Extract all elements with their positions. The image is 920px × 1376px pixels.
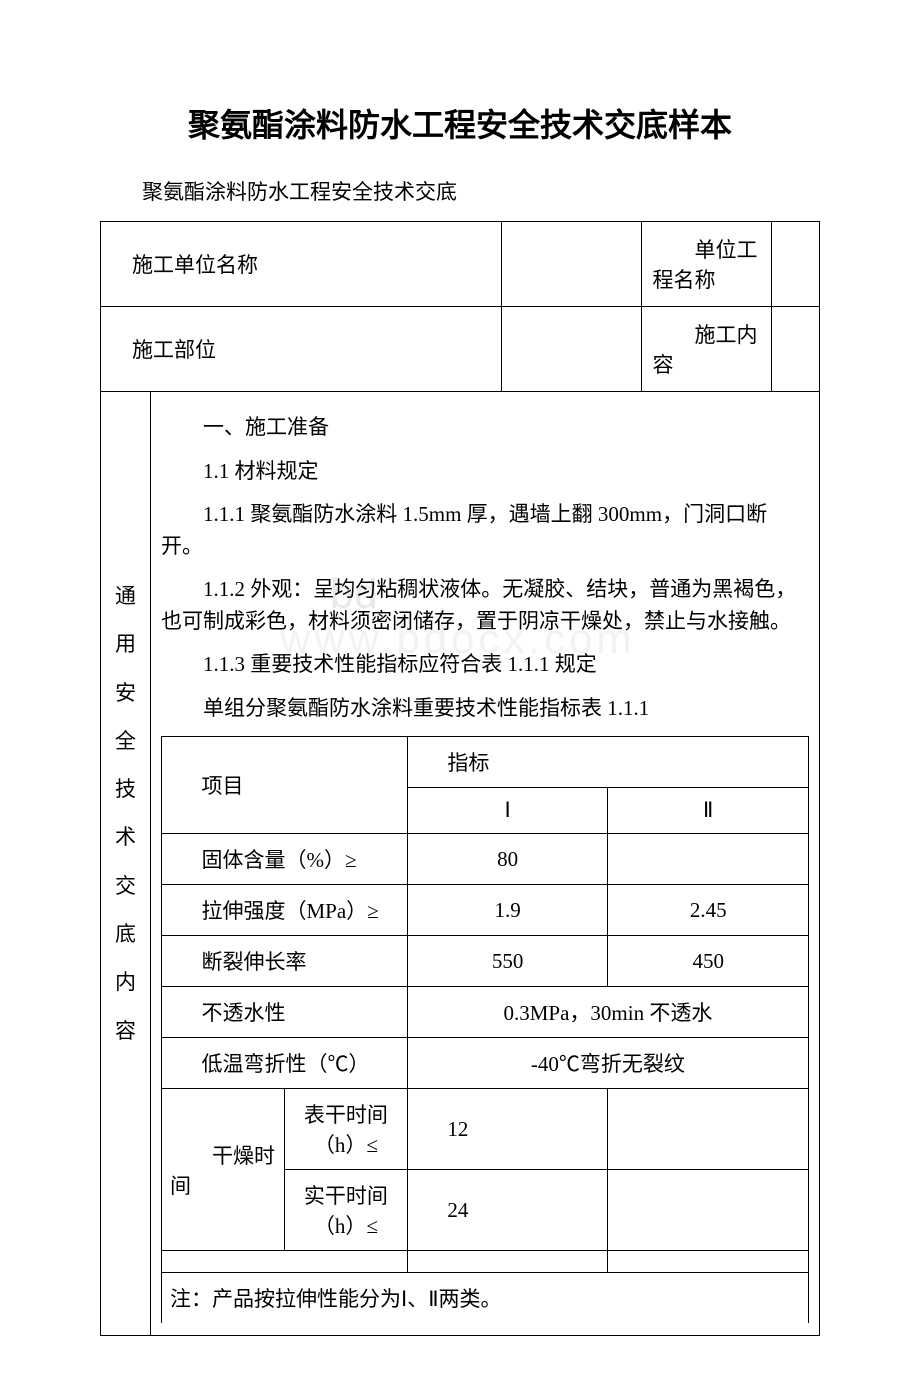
spec-drytime-sub1-empty (608, 1089, 809, 1170)
spec-tensile-label: 拉伸强度（MPa）≥ (162, 885, 408, 936)
spec-table: 项目 指标 Ⅰ Ⅱ 固体含量（%）≥ 80 拉伸强度（MPa）≥ 1.9 2.4… (161, 736, 809, 1323)
document-title: 聚氨酯涂料防水工程安全技术交底样本 (100, 100, 820, 146)
spec-row-lowtemp: 低温弯折性（℃） -40℃弯折无裂纹 (162, 1038, 809, 1089)
sidebar-label-cell: 通用安全技术交底内容 (101, 392, 151, 1336)
spec-row-tensile: 拉伸强度（MPa）≥ 1.9 2.45 (162, 885, 809, 936)
main-form-table: 施工单位名称 单位工程名称 施工部位 施工内容 通用安全技术交底内容 一、施工准… (100, 221, 820, 1336)
content-section-heading: 一、施工准备 (161, 412, 809, 444)
spec-header-row-1: 项目 指标 (162, 737, 809, 788)
construction-part-label: 施工部位 (101, 307, 502, 392)
spec-solid-v2 (608, 834, 809, 885)
header-row-1: 施工单位名称 单位工程名称 (101, 222, 820, 307)
spec-drytime-sub2-val: 24 (407, 1170, 608, 1251)
spec-header-item: 项目 (162, 737, 408, 834)
spec-drytime-label: 干燥时间 (162, 1089, 285, 1251)
construction-content-label: 施工内容 (642, 307, 772, 392)
project-name-value (772, 222, 820, 307)
content-body-cell: 一、施工准备 1.1 材料规定 1.1.1 聚氨酯防水涂料 1.5mm 厚，遇墙… (151, 392, 820, 1336)
spec-empty-3 (608, 1251, 809, 1273)
spec-impermeable-label: 不透水性 (162, 987, 408, 1038)
spec-lowtemp-value: -40℃弯折无裂纹 (407, 1038, 808, 1089)
spec-drytime-sub1-label: 表干时间（h）≤ (284, 1089, 407, 1170)
spec-drytime-sub2-empty (608, 1170, 809, 1251)
spec-row-impermeable: 不透水性 0.3MPa，30min 不透水 (162, 987, 809, 1038)
spec-elongation-v2: 450 (608, 936, 809, 987)
spec-empty-row (162, 1251, 809, 1273)
spec-row-drytime-1: 干燥时间 表干时间（h）≤ 12 (162, 1089, 809, 1170)
project-name-label: 单位工程名称 (642, 222, 772, 307)
spec-lowtemp-label: 低温弯折性（℃） (162, 1038, 408, 1089)
spec-empty-1 (162, 1251, 408, 1273)
spec-elongation-v1: 550 (407, 936, 608, 987)
spec-elongation-label: 断裂伸长率 (162, 936, 408, 987)
spec-note: 注：产品按拉伸性能分为Ⅰ、Ⅱ两类。 (162, 1273, 809, 1324)
content-p2: 1.1.1 聚氨酯防水涂料 1.5mm 厚，遇墙上翻 300mm，门洞口断开。 (161, 499, 809, 562)
spec-drytime-sub2-label: 实干时间（h）≤ (284, 1170, 407, 1251)
sidebar-text: 通用安全技术交底内容 (115, 572, 136, 1055)
construction-unit-value (502, 222, 642, 307)
content-p3: 1.1.2 外观：呈均匀粘稠状液体。无凝胶、结块，普通为黑褐色，也可制成彩色，材… (161, 574, 809, 637)
spec-solid-label: 固体含量（%）≥ (162, 834, 408, 885)
spec-col-i: Ⅰ (407, 788, 608, 834)
spec-header-index: 指标 (407, 737, 808, 788)
spec-solid-v1: 80 (407, 834, 608, 885)
spec-tensile-v1: 1.9 (407, 885, 608, 936)
content-p5: 单组分聚氨酯防水涂料重要技术性能指标表 1.1.1 (161, 693, 809, 725)
spec-empty-2 (407, 1251, 608, 1273)
header-row-2: 施工部位 施工内容 (101, 307, 820, 392)
construction-unit-label: 施工单位名称 (101, 222, 502, 307)
construction-content-value (772, 307, 820, 392)
document-subtitle: 聚氨酯涂料防水工程安全技术交底 (100, 176, 820, 206)
content-row: 通用安全技术交底内容 一、施工准备 1.1 材料规定 1.1.1 聚氨酯防水涂料… (101, 392, 820, 1336)
spec-row-solid: 固体含量（%）≥ 80 (162, 834, 809, 885)
spec-row-elongation: 断裂伸长率 550 450 (162, 936, 809, 987)
construction-part-value (502, 307, 642, 392)
spec-tensile-v2: 2.45 (608, 885, 809, 936)
spec-col-ii: Ⅱ (608, 788, 809, 834)
spec-impermeable-value: 0.3MPa，30min 不透水 (407, 987, 808, 1038)
spec-note-row: 注：产品按拉伸性能分为Ⅰ、Ⅱ两类。 (162, 1273, 809, 1324)
content-p4: 1.1.3 重要技术性能指标应符合表 1.1.1 规定 (161, 649, 809, 681)
spec-drytime-sub1-val: 12 (407, 1089, 608, 1170)
content-p1: 1.1 材料规定 (161, 456, 809, 488)
